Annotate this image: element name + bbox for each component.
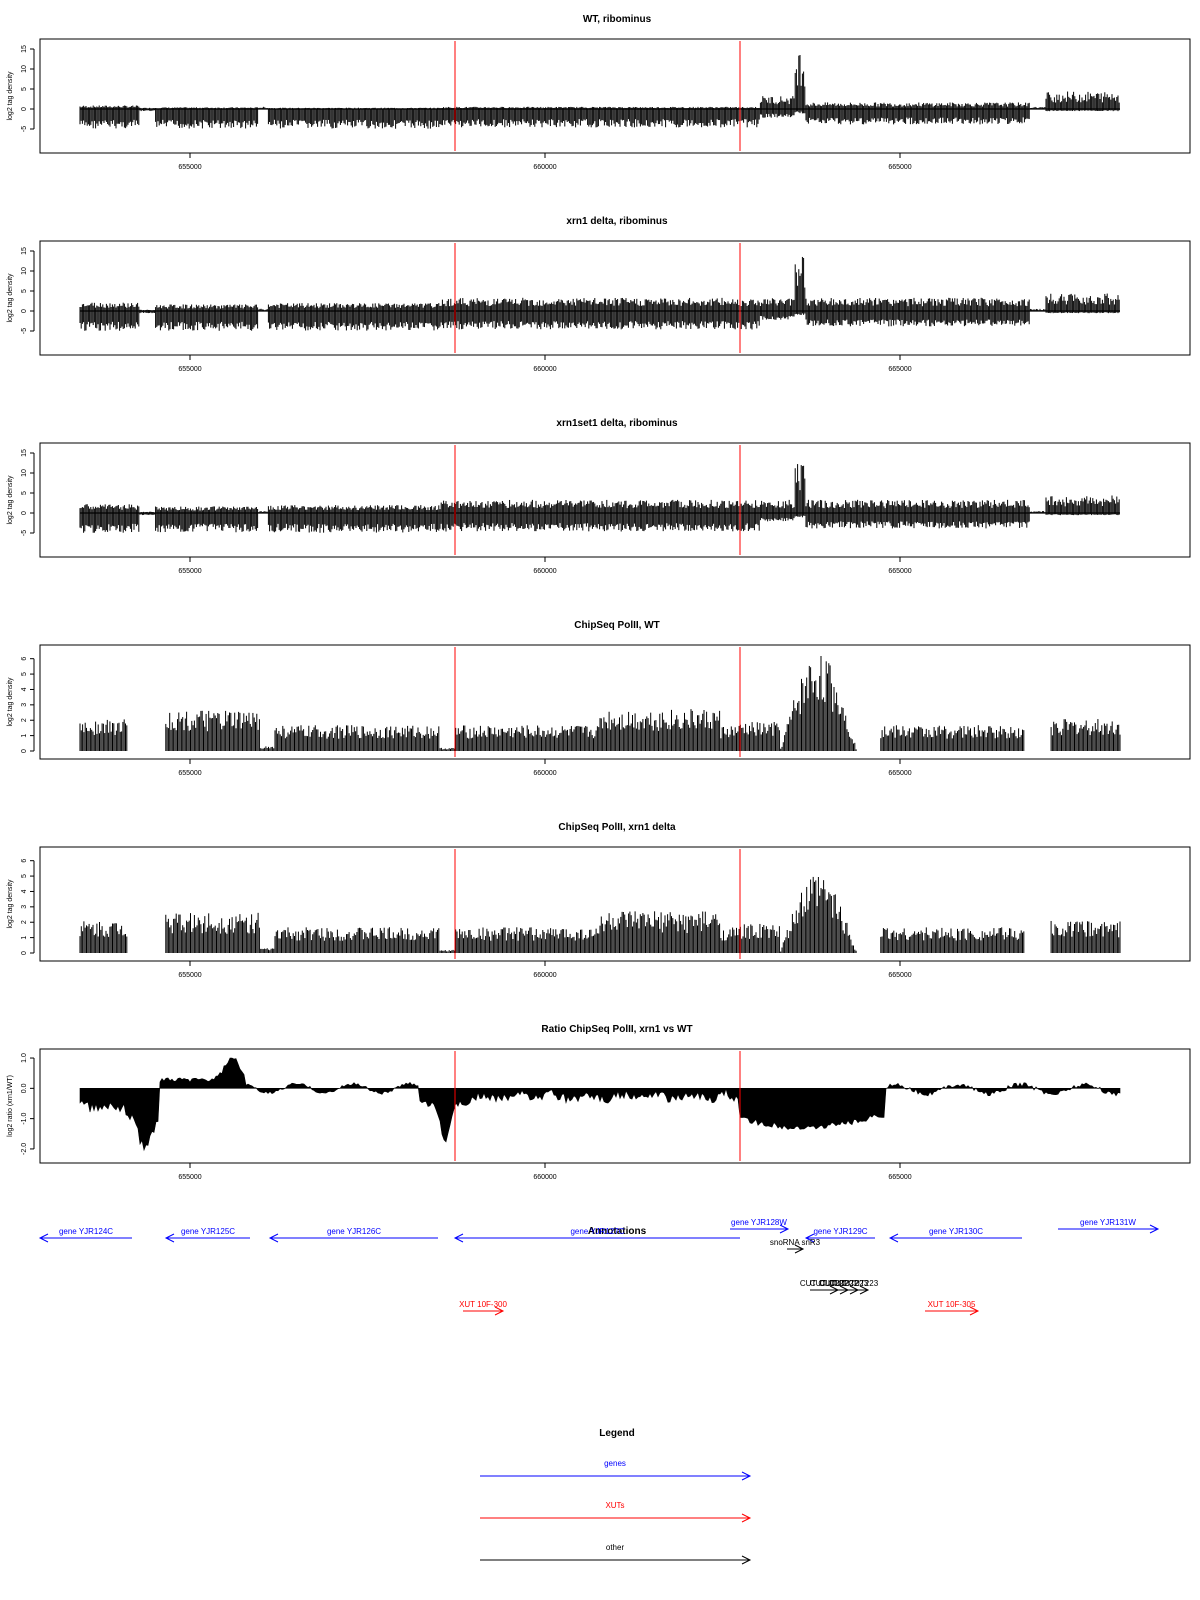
panel-xrn1set1-ribominus: xrn1set1 delta, ribominus -5 0 5 10 15 log2 … bbox=[7, 418, 1191, 575]
x-tick-label: 655000 bbox=[178, 164, 201, 171]
x-tick-label: 665000 bbox=[888, 366, 911, 373]
panel-title: xrn1set1 delta, ribominus bbox=[556, 418, 678, 429]
plot-frame bbox=[39, 38, 1191, 154]
y-tick-label: -5 bbox=[21, 126, 28, 132]
data-marks bbox=[79, 243, 1120, 353]
plot-frame bbox=[39, 442, 1191, 558]
y-tick-label: 10 bbox=[21, 267, 28, 275]
y-axis-label: log2 tag density bbox=[7, 71, 14, 121]
y-tick-label: 0 bbox=[21, 107, 28, 111]
y-axis-label: log2 tag density bbox=[7, 273, 14, 323]
x-axis: 655000 660000 665000 bbox=[178, 355, 912, 373]
panel-xrn1-ribominus: xrn1 delta, ribominus -5 0 5 10 15 log2 tag … bbox=[7, 216, 1191, 373]
y-axis: -5 0 5 10 15 bbox=[21, 449, 35, 536]
y-tick-label: 5 bbox=[21, 491, 28, 495]
data-marks bbox=[79, 41, 1120, 151]
y-tick-label: 10 bbox=[21, 469, 28, 477]
y-axis-label: log2 tag density bbox=[7, 475, 14, 525]
x-tick-label: 665000 bbox=[888, 164, 911, 171]
y-tick-label: 10 bbox=[21, 65, 28, 73]
y-tick-label: 0 bbox=[21, 309, 28, 313]
y-axis: -5 0 5 10 15 bbox=[21, 247, 35, 334]
data-marks bbox=[79, 445, 1120, 555]
y-tick-label: 15 bbox=[21, 45, 28, 53]
x-tick-label: 660000 bbox=[533, 164, 556, 171]
x-tick-label: 660000 bbox=[533, 366, 556, 373]
x-axis: 655000 660000 665000 bbox=[178, 153, 912, 171]
panel-title: WT, ribominus bbox=[583, 14, 652, 25]
panel-title: xrn1 delta, ribominus bbox=[566, 216, 668, 227]
x-tick-label: 655000 bbox=[178, 366, 201, 373]
y-tick-label: 0 bbox=[21, 511, 28, 515]
y-tick-label: -5 bbox=[21, 530, 28, 536]
y-axis: -5 0 5 10 15 bbox=[21, 45, 35, 132]
y-tick-label: 5 bbox=[21, 289, 28, 293]
plot-frame bbox=[39, 240, 1191, 356]
y-tick-label: 15 bbox=[21, 247, 28, 255]
y-tick-label: 5 bbox=[21, 87, 28, 91]
y-tick-label: -5 bbox=[21, 328, 28, 334]
y-tick-label: 15 bbox=[21, 449, 28, 457]
